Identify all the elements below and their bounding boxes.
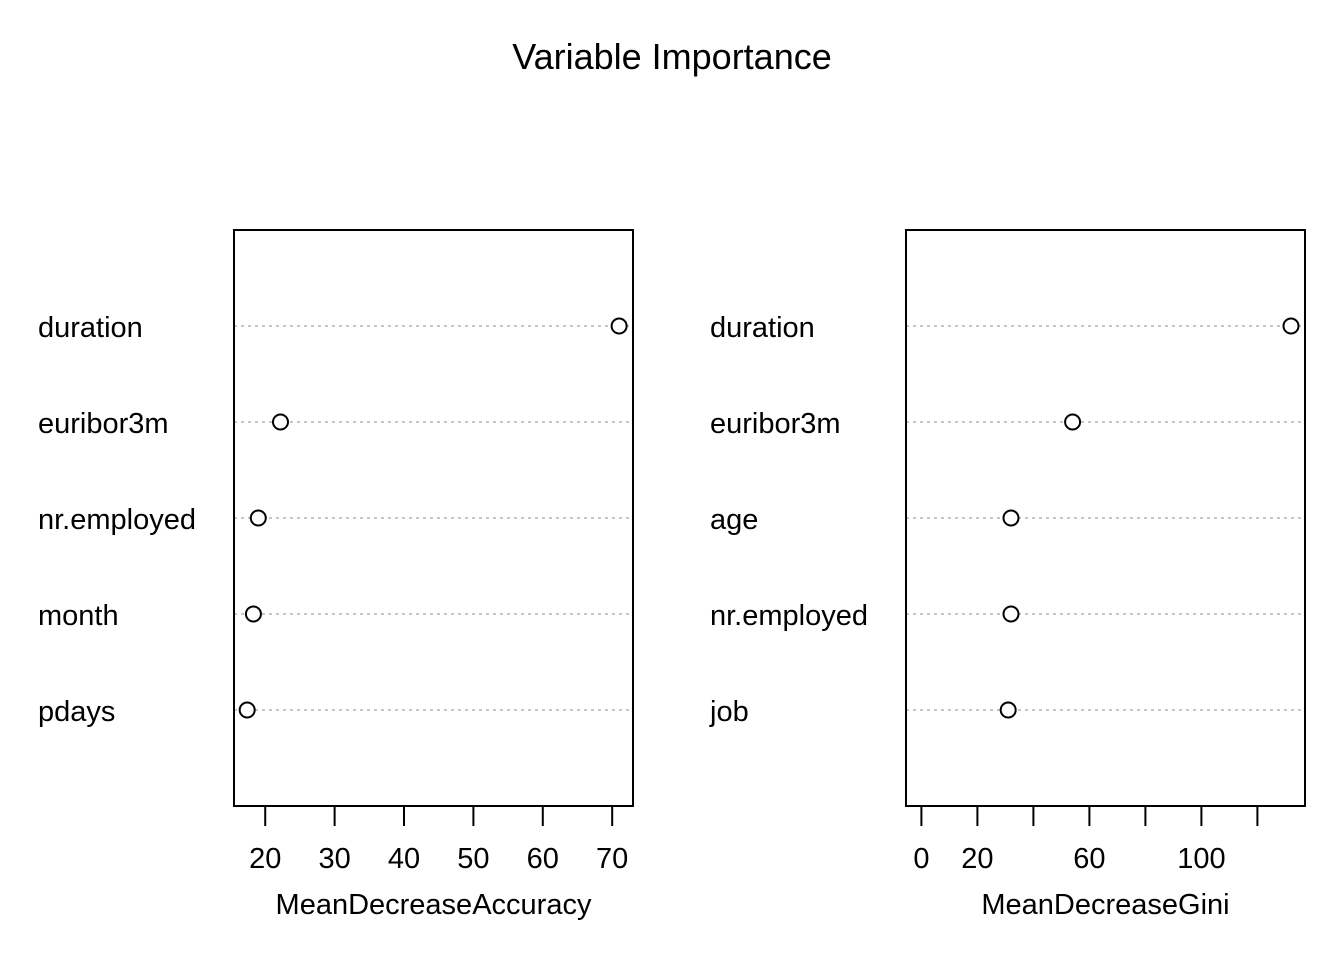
data-point-job <box>999 701 1017 719</box>
data-point-duration <box>1282 317 1300 335</box>
x-axis-label-2: MeanDecreaseGini <box>981 889 1229 921</box>
data-point-nr-employed <box>1002 605 1020 623</box>
x-tick-label-1-20: 20 <box>249 843 281 875</box>
x-tick-label-1-70: 70 <box>596 843 628 875</box>
category-label-nr-employed: nr.employed <box>38 504 196 536</box>
x-tick-label-1-60: 60 <box>527 843 559 875</box>
data-point-euribor3m <box>1064 413 1082 431</box>
data-point-nr-employed <box>249 509 267 527</box>
x-tick-label-1-50: 50 <box>457 843 489 875</box>
plot-frame-2 <box>905 229 1306 807</box>
x-tick-label-2-20: 20 <box>961 843 993 875</box>
category-label-duration: duration <box>710 312 815 344</box>
data-point-age <box>1002 509 1020 527</box>
x-tick-label-2-60: 60 <box>1073 843 1105 875</box>
data-point-euribor3m <box>271 413 289 431</box>
plot-frame-1 <box>233 229 634 807</box>
data-point-pdays <box>238 701 256 719</box>
category-label-nr-employed: nr.employed <box>710 600 868 632</box>
x-axis-label-1: MeanDecreaseAccuracy <box>276 889 592 921</box>
category-label-job: job <box>709 696 749 728</box>
category-label-euribor3m: euribor3m <box>710 408 841 440</box>
chart-title: Variable Importance <box>512 36 832 77</box>
category-label-pdays: pdays <box>38 696 115 728</box>
x-tick-label-2-0: 0 <box>913 843 929 875</box>
category-label-age: age <box>710 504 758 536</box>
category-label-month: month <box>38 600 119 632</box>
category-label-euribor3m: euribor3m <box>38 408 169 440</box>
x-tick-label-1-40: 40 <box>388 843 420 875</box>
data-point-month <box>244 605 262 623</box>
x-tick-label-1-30: 30 <box>318 843 350 875</box>
data-point-duration <box>610 317 628 335</box>
category-label-duration: duration <box>38 312 143 344</box>
x-tick-label-2-100: 100 <box>1177 843 1225 875</box>
